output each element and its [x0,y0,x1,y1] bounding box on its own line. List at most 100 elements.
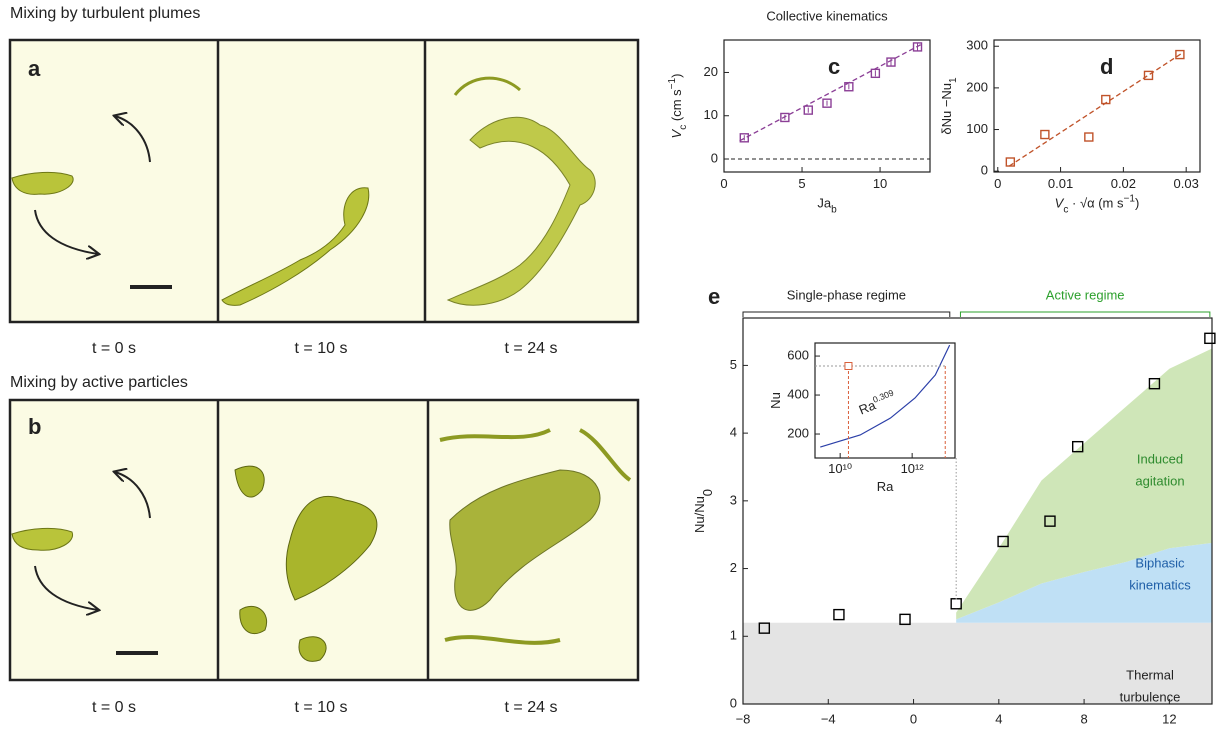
y-tick-label: 200 [966,79,988,94]
marker [912,42,923,52]
x-tick-label: 0.02 [1111,176,1136,191]
y-tick-label: 0 [981,163,988,178]
y-axis-label-part: Nu/Nu [692,496,707,533]
x-tick-label: 4 [995,712,1002,727]
time-label: t = 24 s [505,340,558,357]
marker [758,622,771,634]
fit-line [739,44,921,142]
plot-frame [742,317,1213,705]
photo-panel [8,398,640,682]
area-label: Induced [1137,451,1183,466]
area-label: Thermal [1126,667,1174,682]
area [956,348,1212,620]
regime-label: Single-phase regime [787,287,906,302]
y-tick-label: 0 [711,150,718,165]
plot-frame [723,39,931,173]
panel-letter: d [1100,54,1113,79]
photo-panel [8,38,640,324]
y-tick-label: 400 [787,386,809,401]
x-tick-label: 12 [1162,712,1176,727]
marker [1148,377,1161,390]
x-tick-label: 0.01 [1048,176,1073,191]
y-tick-label: 1 [730,628,737,643]
y-axis-label-part: δNu −Nu [939,83,954,135]
time-label: t = 24 s [505,699,558,716]
y-tick-label: 200 [787,425,809,440]
marker [997,535,1009,548]
x-axis-label: Jab [817,196,837,216]
y-axis-label-part: (cm s [669,89,684,125]
x-axis-label-part: · √α (m s [1068,196,1124,211]
y-tick-label: 300 [966,38,988,53]
x-tick-label: 8 [1080,712,1087,727]
plot-frame [993,39,1201,173]
y-axis-label: δNu −Nu1 [939,77,959,135]
y-axis-label-part: Nu [768,392,783,409]
marker [833,608,845,621]
x-axis-label-part: c [1063,205,1068,216]
x-tick-label: 0 [994,176,1001,191]
x-axis-label-part: Ra [877,479,894,494]
marker [1204,332,1216,345]
marker [780,112,790,123]
area-label: agitation [1135,473,1184,488]
y-axis-label-part: V [669,128,684,138]
marker [822,98,832,108]
y-tick-label: 5 [730,357,737,372]
panel-heading: Mixing by turbulent plumes [10,5,200,22]
x-tick-label: 0.03 [1174,176,1199,191]
y-axis-label: Nu/Nu0 [692,489,714,533]
y-axis-label-part: −1 [667,77,678,89]
x-tick-label: 10¹² [901,461,925,476]
marker [1084,132,1094,142]
area [743,622,1212,704]
marker [1044,515,1056,527]
x-axis-label: Ra [877,479,894,494]
x-axis-label-part: ) [1135,196,1139,211]
marker [870,68,881,79]
panel-letter: a [28,56,41,81]
y-axis-label-part: c [678,125,689,130]
marker [1005,157,1016,167]
y-axis-label-part: 0 [700,489,715,496]
x-axis-label-part: −1 [1123,194,1135,205]
time-label: t = 0 s [92,340,136,357]
area [956,542,1212,623]
marker [1143,70,1154,81]
chart-title: Collective kinematics [766,8,888,23]
fit-line [1008,51,1184,167]
marker [950,598,962,610]
x-tick-label: 10 [873,176,887,191]
area-label: turbulence [1120,689,1181,704]
marker [1040,129,1050,140]
y-tick-label: 2 [730,560,737,575]
regime-label: Active regime [1046,287,1125,302]
y-tick-label: 4 [730,425,737,440]
y-axis-label-part: 1 [948,77,959,83]
time-label: t = 0 s [92,699,136,716]
area-label: kinematics [1129,577,1191,592]
x-axis-label-part: Ja [817,196,832,211]
panel-letter: c [828,54,840,79]
y-tick-label: 10 [704,107,718,122]
y-tick-label: 100 [966,121,988,136]
marker [844,82,854,92]
y-axis-label: Vc (cm s−1) [667,74,689,139]
curve [820,344,951,448]
plot-frame [814,342,956,459]
curve-label-part: Ra [857,398,879,418]
time-label: t = 10 s [295,340,348,357]
x-axis-label-part: V [1055,196,1065,211]
x-axis-label: Vc · √α (m s−1) [1055,194,1140,216]
regime-bracket [742,311,951,317]
marker [1071,440,1084,453]
y-tick-label: 0 [730,695,737,710]
regime-bracket [959,311,1211,317]
inset-background [815,343,955,458]
panel-letter: e [708,284,720,309]
marker [1175,49,1185,60]
x-tick-label: −8 [736,712,751,727]
area-label: Biphasic [1135,555,1185,570]
y-axis-label: Nu [768,392,783,409]
